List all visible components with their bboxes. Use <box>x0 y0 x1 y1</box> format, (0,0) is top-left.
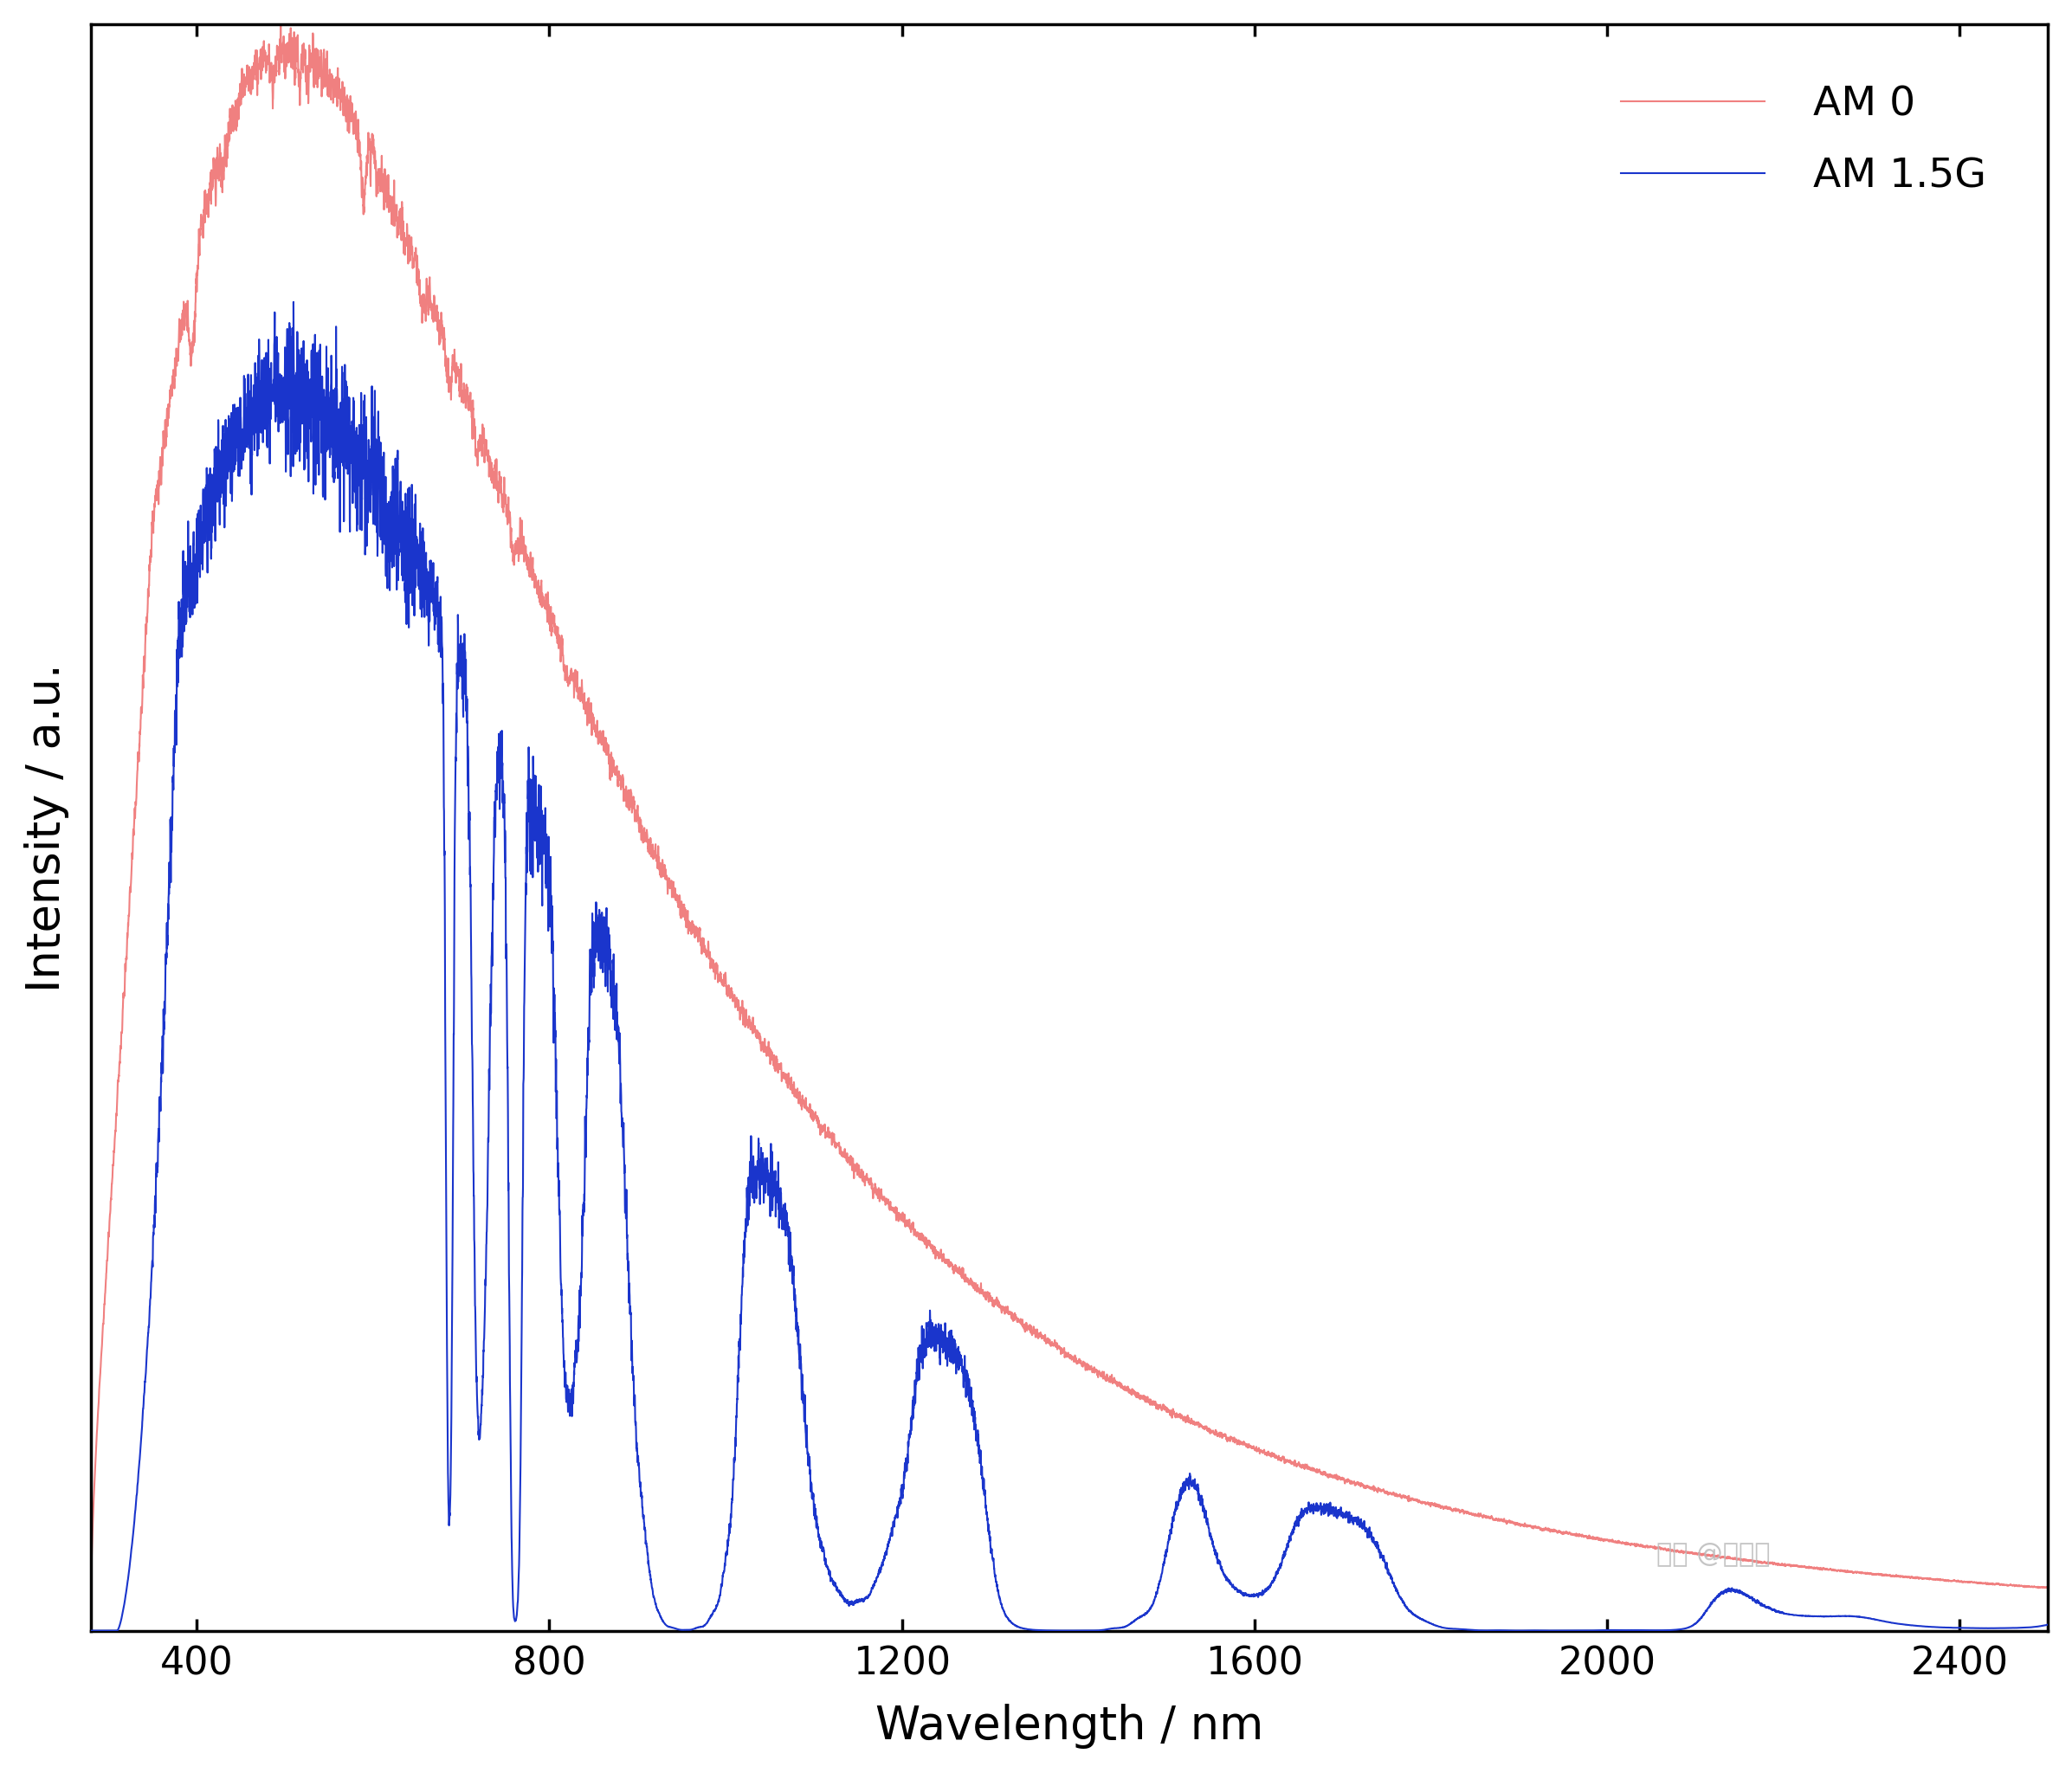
AM 0 <box>584 709 609 730</box>
AM 1.5G <box>79 1621 104 1642</box>
Line: AM 1.5G: AM 1.5G <box>91 301 2047 1631</box>
AM 0 <box>79 1621 104 1642</box>
AM 1.5G <box>1080 1621 1104 1642</box>
AM 1.5G <box>1109 1617 1133 1638</box>
AM 0 <box>369 165 394 186</box>
Line: AM 0: AM 0 <box>91 25 2047 1631</box>
AM 0 <box>1268 1449 1293 1470</box>
AM 0 <box>1109 1376 1133 1397</box>
AM 1.5G <box>180 521 205 543</box>
Y-axis label: Intensity / a.u.: Intensity / a.u. <box>25 663 68 991</box>
AM 1.5G <box>1268 1553 1293 1574</box>
AM 1.5G <box>2035 1613 2060 1635</box>
X-axis label: Wavelength / nm: Wavelength / nm <box>874 1704 1264 1748</box>
AM 0 <box>1080 1360 1104 1381</box>
AM 1.5G <box>584 936 609 957</box>
AM 1.5G <box>282 291 307 312</box>
AM 0 <box>2035 1576 2060 1597</box>
Legend: AM 0, AM 1.5G: AM 0, AM 1.5G <box>1581 44 2028 238</box>
AM 0 <box>267 14 292 35</box>
AM 0 <box>180 335 205 356</box>
Text: 知乎 @泊菲菱: 知乎 @泊菲菱 <box>1656 1541 1769 1566</box>
AM 1.5G <box>369 500 394 521</box>
